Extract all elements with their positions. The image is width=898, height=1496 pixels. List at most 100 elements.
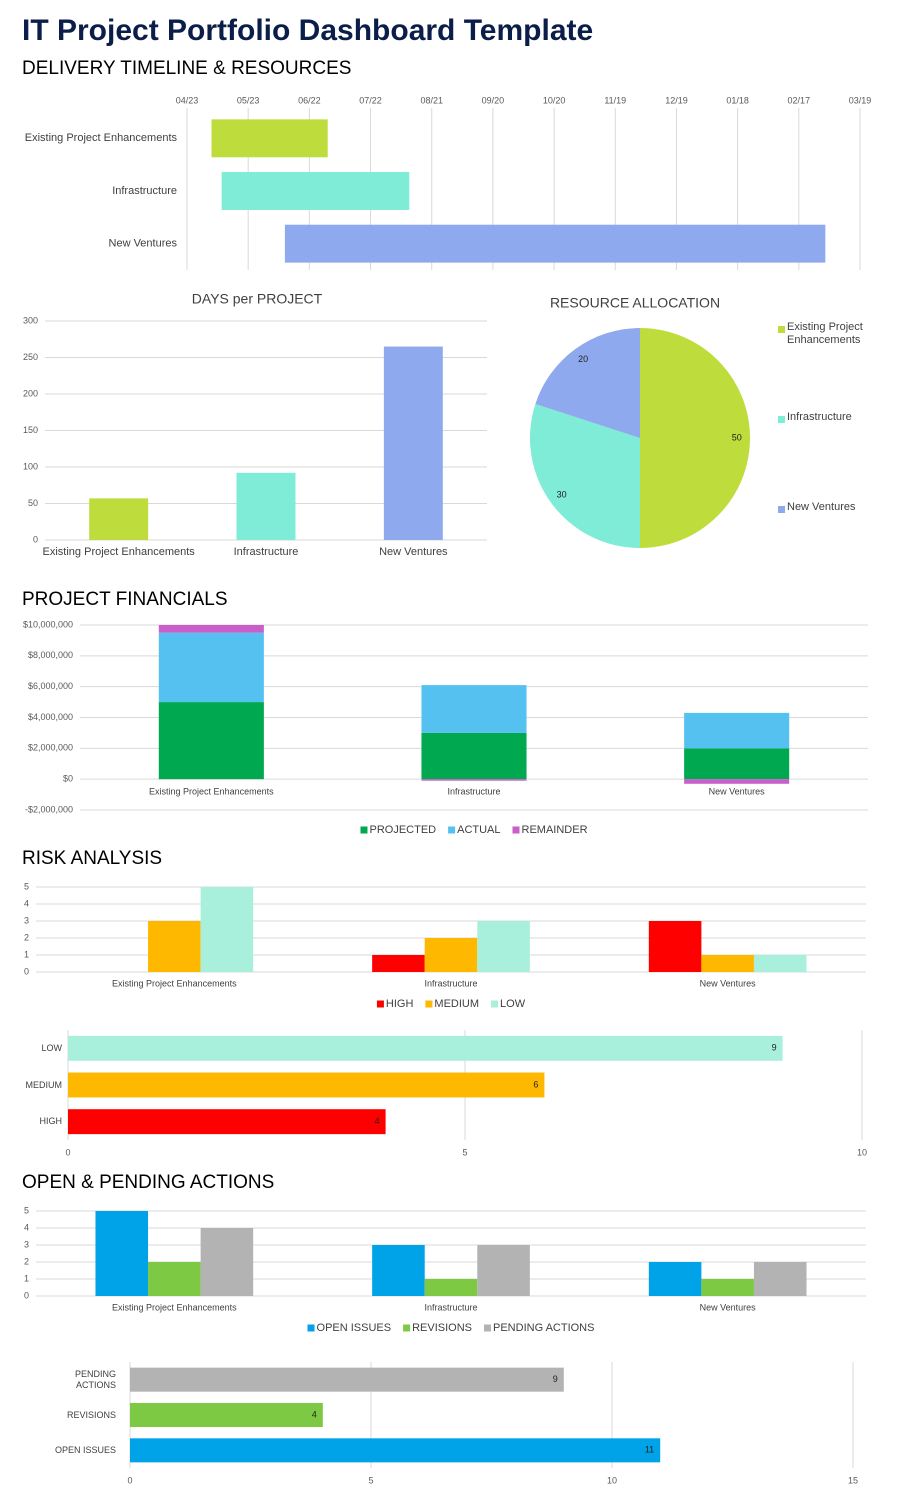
bar [424,938,478,972]
bar [372,1245,425,1296]
pie-slice [530,404,640,548]
y-tick-label: $8,000,000 [28,650,73,660]
y-tick-label: 4 [24,1222,29,1232]
legend-swatch [360,826,368,834]
category-label: MEDIUM [25,1079,63,1090]
category-label-box: MEDIUM [25,1079,63,1090]
x-tick-label: New Ventures [700,978,757,988]
legend: PROJECTED ACTUAL REMAINDER [360,824,588,836]
legend-swatch [512,826,520,834]
bar [89,498,149,540]
x-tick-label: Existing Project Enhancements [149,787,274,797]
legend-label: OPEN ISSUES [317,1322,392,1334]
bar [200,887,254,972]
data-label: 4 [375,1116,380,1126]
bar-segment [158,702,264,780]
y-tick-label: 3 [24,1239,29,1249]
y-tick-label: 250 [23,352,38,362]
y-tick-label: $4,000,000 [28,712,73,722]
y-tick-label: 0 [24,966,29,976]
legend-swatch [307,1324,315,1332]
x-tick-label: 10 [857,1147,867,1157]
data-label: 4 [312,1409,317,1419]
legend-swatch [491,1000,499,1008]
x-tick-label: Existing Project Enhancements [112,1302,237,1312]
bar [424,1279,478,1296]
gantt-bar [221,172,410,210]
legend-label: New Ventures [787,501,856,513]
bar [701,1279,754,1296]
x-tick-label: Infrastructure [424,978,477,988]
legend-label-box: New Ventures [787,501,856,513]
legend-swatch [484,1324,492,1332]
y-tick-label: 5 [24,1205,29,1215]
bar-segment [684,712,790,749]
category-label: REVISIONS [66,1409,116,1420]
x-tick-label: New Ventures [709,787,766,797]
gantt-bar [284,224,826,263]
x-tick-label: New Ventures [379,546,448,558]
legend-swatch [425,1000,433,1008]
x-tick-label: 01/18 [726,95,749,105]
category-label: HIGH [39,1116,63,1127]
bar [148,921,201,972]
pie-slice [640,328,750,548]
legend: OPEN ISSUES REVISIONS PENDING ACTIONS [307,1322,594,1334]
y-tick-label: 200 [23,388,38,398]
y-tick-label: 2 [24,932,29,942]
bar [130,1438,661,1463]
data-label: 6 [533,1079,538,1089]
bar [648,1262,702,1296]
section-title: OPEN & PENDING ACTIONS [22,1172,274,1193]
x-tick-label: 5 [368,1475,373,1485]
legend-swatch [403,1324,411,1332]
bar [372,955,425,972]
x-tick-label: 5 [462,1147,467,1157]
gantt-bar [211,119,328,158]
category-label: Infrastructure [112,185,177,197]
category-label-box: OPEN ISSUES [54,1445,116,1456]
bar-segment [421,779,527,781]
category-label-box: PENDING ACTIONS [74,1369,116,1390]
data-label: 9 [553,1374,558,1384]
y-tick-label: 300 [23,315,38,325]
category-label-box: REVISIONS [66,1409,116,1420]
bar-segment [421,685,527,733]
legend-label: REMAINDER [522,824,588,836]
category-label: OPEN ISSUES [54,1445,116,1456]
x-tick-label: 12/19 [665,95,688,105]
x-tick-label: 0 [127,1475,132,1485]
section-title: RISK ANALYSIS [22,848,162,869]
legend: HIGH MEDIUM LOW [376,998,526,1010]
chart-title: DAYS per PROJECT [192,291,323,307]
section-title: DELIVERY TIMELINE & RESOURCES [22,58,351,79]
bar-segment [684,779,790,784]
legend-label: Infrastructure [787,411,852,423]
bar [236,472,296,540]
bar [95,1211,149,1296]
y-tick-label: 1 [24,949,29,959]
y-tick-label: 0 [24,1290,29,1300]
y-tick-label: 5 [24,881,29,891]
legend-swatch [778,416,785,423]
bar [130,1367,564,1392]
y-tick-label: 4 [24,898,29,908]
x-tick-label: 15 [848,1475,858,1485]
data-label: 20 [578,354,588,364]
category-label: LOW [41,1043,62,1054]
y-tick-label: 2 [24,1256,29,1266]
x-tick-label: 09/20 [482,95,505,105]
legend-swatch [778,326,785,333]
legend-label: Existing Project Enhancements [787,321,863,346]
bar [477,921,530,972]
legend-swatch [376,1000,384,1008]
bar [648,921,702,972]
bar-segment [158,632,264,703]
legend-swatch [778,506,785,513]
category-label: PENDING ACTIONS [74,1369,116,1390]
y-tick-label: $6,000,000 [28,681,73,691]
x-tick-label: New Ventures [700,1302,757,1312]
x-tick-label: 06/22 [298,95,321,105]
x-tick-label: 10 [607,1475,617,1485]
x-tick-label: 04/23 [176,95,199,105]
